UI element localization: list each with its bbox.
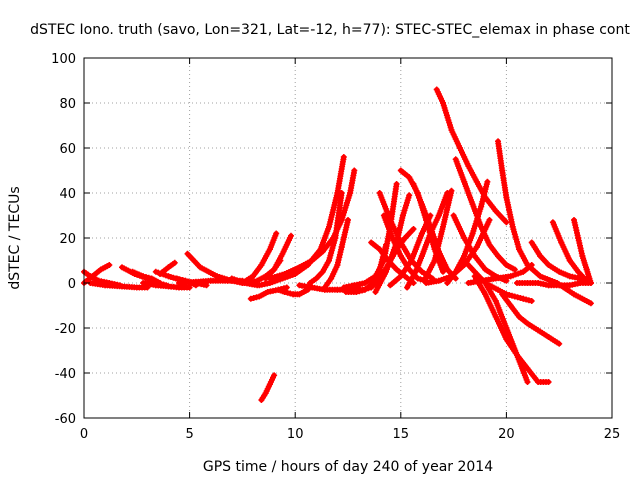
data-point [248,279,255,286]
data-point [171,259,178,266]
y-tick-label: 20 [59,232,76,247]
series-38 [452,156,518,273]
data-point [273,230,280,237]
data-point [523,296,530,303]
series-39 [450,212,510,284]
y-tick-label: 80 [59,97,76,112]
y-tick-label: 60 [59,142,76,157]
data-point [287,290,294,297]
data-point [511,293,518,300]
data-point [503,219,510,226]
series-1 [81,262,113,286]
chart-title: dSTEC Iono. truth (savo, Lon=321, Lat=-1… [30,22,630,38]
data-point [106,262,113,268]
y-tick-label: 40 [59,187,76,202]
series-4 [129,268,163,286]
series-34 [421,187,455,284]
data-point [448,187,455,194]
x-axis-label: GPS time / hours of day 240 of year 2014 [203,459,493,475]
x-tick-label: 0 [80,427,88,442]
data-point [410,226,417,232]
x-tick-label: 5 [185,427,193,442]
series-7 [157,259,178,277]
series-49 [514,280,594,289]
data-point [587,300,594,307]
x-tick-label: 20 [498,427,515,442]
data-point [511,266,518,273]
data-point [173,275,180,282]
series-13 [239,230,280,286]
data-point [288,232,294,239]
data-point [406,192,413,199]
data-point [528,262,535,268]
data-point [253,294,260,301]
y-tick-label: -20 [55,322,76,337]
data-point [283,284,290,291]
data-point [517,295,524,301]
series-30 [387,212,434,289]
y-tick-label: -40 [55,367,76,382]
data-point [281,289,288,295]
data-point [247,295,254,302]
data-point [143,274,149,280]
series-45 [465,262,535,286]
plot-area [81,86,594,403]
series-16 [262,232,294,282]
x-tick-label: 15 [393,427,410,442]
data-point [186,284,193,291]
axis-ticks: 0 5 10 15 20 25 -60 -40 -20 0 20 40 60 80 100 [51,52,620,442]
data-point [440,268,446,275]
series-47 [549,219,590,284]
data-point [486,217,493,223]
series-41 [471,273,552,385]
data-point [365,285,372,292]
x-tick-label: 10 [287,427,304,442]
data-point [345,217,351,223]
data-point [338,190,345,196]
series-17 [258,372,278,403]
x-tick-label: 25 [604,427,621,442]
series-32 [404,190,451,291]
data-point [340,154,347,160]
data-point [587,280,594,286]
y-tick-label: 0 [68,277,76,292]
series-20 [307,190,345,286]
series-15 [275,286,311,298]
data-point [484,178,491,185]
data-point [359,286,366,293]
series-44 [495,138,594,307]
series-43 [486,282,535,304]
series-2 [87,280,151,291]
data-point [528,298,535,304]
series-42 [499,291,563,347]
data-point [271,372,278,379]
data-point [556,340,563,347]
y-tick-label: -60 [55,412,76,427]
series-5 [140,280,193,291]
series-22 [321,217,351,291]
data-point [393,181,400,187]
data-point [414,275,421,282]
y-axis-label: dSTEC / TECUs [7,186,23,289]
data-point [524,379,531,385]
data-point [506,292,513,298]
data-point [545,379,552,385]
series-29 [372,192,413,295]
data-point [351,167,358,174]
y-tick-label: 100 [51,52,76,67]
